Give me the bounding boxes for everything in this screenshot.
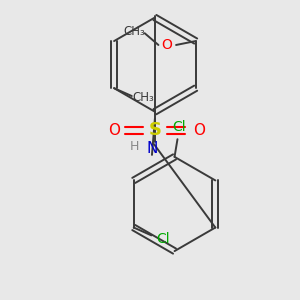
Text: O: O xyxy=(193,123,205,138)
Text: N: N xyxy=(146,140,158,155)
Text: Cl: Cl xyxy=(156,232,170,246)
Text: CH₃: CH₃ xyxy=(133,92,154,104)
Text: O: O xyxy=(161,38,172,52)
Text: CH₃: CH₃ xyxy=(123,25,145,38)
Text: S: S xyxy=(148,122,161,140)
Text: Cl: Cl xyxy=(172,120,186,134)
Text: H: H xyxy=(130,140,139,153)
Text: O: O xyxy=(108,123,120,138)
